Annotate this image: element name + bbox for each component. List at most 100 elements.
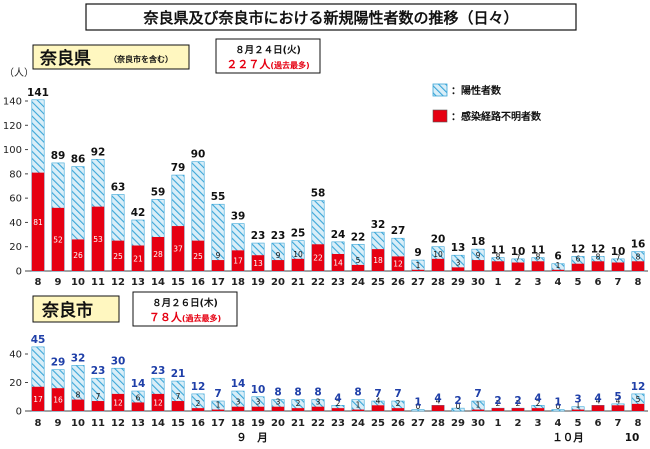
- total-label: 42: [131, 207, 146, 219]
- unknown-route-bar: [191, 408, 205, 411]
- unknown-route-label: 52: [53, 235, 63, 244]
- unknown-route-bar: [491, 408, 505, 411]
- x-tick-label: 17: [211, 418, 225, 429]
- unknown-route-label: 25: [113, 252, 123, 261]
- unknown-route-bar: [311, 244, 325, 271]
- unknown-route-bar: [271, 260, 285, 271]
- x-tick-label: 12: [111, 277, 125, 288]
- x-tick-label: 3: [535, 418, 542, 429]
- unknown-route-bar: [491, 261, 505, 271]
- total-label: 55: [211, 191, 226, 203]
- total-label: 32: [71, 352, 86, 364]
- unknown-route-bar: [91, 206, 105, 271]
- unknown-route-bar: [271, 406, 285, 411]
- x-tick-label: 5: [575, 277, 582, 288]
- total-label: 12: [571, 243, 586, 255]
- legend-swatch-total: [432, 83, 448, 97]
- city-label-box: [32, 295, 120, 323]
- unknown-route-label: 6: [576, 255, 581, 264]
- unknown-route-label: 3: [256, 398, 261, 407]
- unknown-route-label: 5: [636, 395, 641, 404]
- unknown-route-label: 8: [596, 252, 601, 261]
- x-tick-label: 1: [495, 418, 502, 429]
- x-tick-label: 8: [35, 277, 42, 288]
- total-label: 23: [91, 365, 106, 377]
- total-label: 7: [374, 388, 381, 400]
- total-label: 4: [434, 392, 441, 404]
- total-label: 7: [394, 388, 401, 400]
- unknown-route-label: 1: [476, 401, 481, 410]
- x-tick-label: 30: [471, 277, 485, 288]
- unknown-route-bar: [331, 254, 345, 271]
- total-label: 8: [314, 387, 321, 399]
- unknown-route-bar: [571, 263, 585, 271]
- total-label: 2: [494, 395, 501, 407]
- total-label: 5: [614, 391, 621, 403]
- unknown-route-label: 3: [236, 398, 241, 407]
- pref-record-date: ８月２４日(火): [235, 45, 301, 56]
- unknown-route-bar: [351, 264, 365, 271]
- x-tick-label: 1: [495, 277, 502, 288]
- city-record-count-value: ７８人: [149, 310, 183, 324]
- total-label: 22: [351, 231, 366, 243]
- total-label: 23: [271, 230, 286, 242]
- unknown-route-bar: [531, 261, 545, 271]
- x-tick-label: 9: [55, 277, 62, 288]
- x-tick-label: 18: [231, 277, 245, 288]
- total-label: 4: [594, 392, 601, 404]
- total-label: 3: [574, 394, 581, 406]
- x-tick-label: 6: [595, 418, 602, 429]
- unknown-route-label: 2: [196, 399, 201, 408]
- x-tick-label: 29: [451, 277, 465, 288]
- y-tick-label: 0: [16, 407, 22, 418]
- unknown-route-bar: [151, 393, 165, 411]
- x-tick-label: 10: [71, 418, 85, 429]
- x-tick-label: 8: [635, 277, 642, 288]
- unknown-route-bar: [411, 269, 425, 271]
- unknown-route-bar: [211, 409, 225, 411]
- unknown-route-bar: [131, 245, 145, 271]
- x-tick-label: 20: [271, 418, 285, 429]
- unknown-route-label: 37: [173, 245, 183, 254]
- unknown-route-label: 6: [136, 393, 141, 402]
- total-label: 8: [294, 387, 301, 399]
- x-tick-label: 11: [91, 418, 105, 429]
- unknown-route-bar: [131, 402, 145, 411]
- y-tick-label: 20: [9, 242, 22, 253]
- unknown-route-label: 8: [76, 391, 81, 400]
- x-tick-label: 8: [35, 418, 42, 429]
- total-label: 25: [291, 228, 306, 240]
- y-tick-label: 0: [16, 267, 22, 278]
- unknown-route-label: 2: [536, 399, 541, 408]
- total-label: 27: [391, 225, 406, 237]
- unknown-route-label: 26: [73, 251, 83, 260]
- total-label: 6: [554, 251, 561, 263]
- unknown-route-label: 12: [393, 260, 403, 269]
- x-tick-label: 11: [91, 277, 105, 288]
- total-label: 29: [51, 357, 66, 369]
- chart-title: 奈良県及び奈良市における新規陽性者数の推移（日々）: [142, 9, 518, 27]
- unknown-route-bar: [311, 406, 325, 411]
- city-record-date: ８月２６日(木): [152, 297, 218, 309]
- x-tick-label: 7: [615, 277, 622, 288]
- x-tick-label: 25: [371, 418, 385, 429]
- unknown-route-label: 17: [233, 257, 243, 266]
- x-tick-label: 4: [555, 277, 562, 288]
- unknown-route-label: 21: [133, 254, 143, 263]
- unknown-route-bar: [331, 408, 345, 411]
- x-tick-label: 21: [291, 277, 305, 288]
- unknown-route-bar: [591, 405, 605, 411]
- pref-record-count-value: ２２７人: [226, 57, 271, 71]
- unknown-route-label: 53: [93, 235, 103, 244]
- x-tick-label: 28: [431, 277, 445, 288]
- pref-record-note: (過去最多): [270, 60, 309, 70]
- total-label: 7: [214, 388, 221, 400]
- unknown-route-label: 28: [153, 250, 163, 259]
- total-label: 7: [474, 388, 481, 400]
- x-tick-label: 13: [131, 418, 145, 429]
- x-tick-label: 15: [171, 277, 185, 288]
- total-label: 14: [131, 378, 146, 390]
- y-tick-label: 40: [9, 218, 22, 229]
- total-label: 45: [31, 334, 46, 346]
